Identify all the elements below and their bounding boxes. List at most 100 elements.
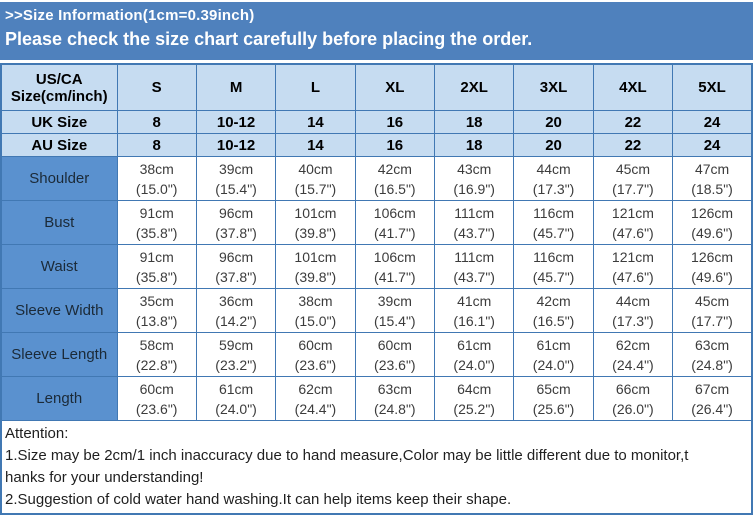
measure-cell: 66cm (26.0"): [592, 376, 674, 421]
au-size-value: 14: [275, 133, 356, 157]
au-size-value: 10-12: [195, 133, 277, 157]
size-header-cell: M: [195, 63, 277, 111]
attention-row: Attention: 1.Size may be 2cm/1 inch inac…: [0, 420, 753, 515]
length-row-label: Length: [0, 376, 118, 421]
size-chart-table: US/CA Size(cm/inch) S M L XL 2XL 3XL 4XL…: [0, 63, 753, 515]
measure-cell: 126cm (49.6"): [672, 200, 753, 245]
measure-cell: 111cm (43.7"): [433, 200, 515, 245]
attention-text: Attention: 1.Size may be 2cm/1 inch inac…: [2, 421, 751, 513]
measure-cell: 39cm (15.4"): [354, 288, 436, 333]
uk-size-label: UK Size: [0, 110, 118, 134]
measure-cell: 91cm (35.8"): [116, 244, 197, 289]
uk-size-value: 20: [513, 110, 594, 134]
size-info-title: >>Size Information(1cm=0.39inch): [5, 7, 255, 24]
au-size-value: 8: [116, 133, 197, 157]
au-size-value: 20: [513, 133, 594, 157]
measure-cell: 60cm (23.6"): [354, 332, 436, 377]
measure-cell: 64cm (25.2"): [433, 376, 515, 421]
corner-header-cell: US/CA Size(cm/inch): [0, 63, 118, 111]
measure-cell: 44cm (17.3"): [592, 288, 674, 333]
measure-cell: 42cm (16.5"): [354, 156, 436, 201]
shoulder-row-label: Shoulder: [0, 156, 118, 201]
measure-cell: 96cm (37.8"): [195, 200, 277, 245]
uk-size-value: 18: [433, 110, 515, 134]
measure-cell: 44cm (17.3"): [513, 156, 594, 201]
au-size-row: AU Size 8 10-12 14 16 18 20 22 24: [0, 133, 753, 157]
measure-cell: 116cm (45.7"): [513, 200, 594, 245]
measure-cell: 61cm (24.0"): [433, 332, 515, 377]
measure-cell: 59cm (23.2"): [195, 332, 277, 377]
measure-cell: 121cm (47.6"): [592, 200, 674, 245]
measure-cell: 121cm (47.6"): [592, 244, 674, 289]
uk-size-row: UK Size 8 10-12 14 16 18 20 22 24: [0, 110, 753, 134]
measure-cell: 101cm (39.8"): [275, 244, 356, 289]
attention-line: 2.Suggestion of cold water hand washing.…: [5, 491, 512, 508]
measure-cell: 39cm (15.4"): [195, 156, 277, 201]
size-header-cell: XL: [354, 63, 436, 111]
measure-cell: 43cm (16.9"): [433, 156, 515, 201]
bust-row: Bust 91cm (35.8") 96cm (37.8") 101cm (39.8"…: [0, 200, 753, 245]
size-header-cell: S: [116, 63, 197, 111]
measure-cell: 47cm (18.5"): [672, 156, 753, 201]
uk-size-value: 8: [116, 110, 197, 134]
measure-cell: 45cm (17.7"): [672, 288, 753, 333]
size-header-row: US/CA Size(cm/inch) S M L XL 2XL 3XL 4XL…: [0, 63, 753, 111]
length-row: Length 60cm (23.6") 61cm (24.0") 62cm (24.4…: [0, 376, 753, 421]
measure-cell: 36cm (14.2"): [195, 288, 277, 333]
measure-cell: 38cm (15.0"): [275, 288, 356, 333]
corner-header-line1: US/CA: [35, 70, 83, 88]
size-header-cell: 5XL: [672, 63, 753, 111]
size-header-cell: 3XL: [513, 63, 594, 111]
au-size-value: 22: [592, 133, 674, 157]
measure-cell: 67cm (26.4"): [672, 376, 753, 421]
uk-size-value: 16: [354, 110, 436, 134]
measure-cell: 62cm (24.4"): [275, 376, 356, 421]
measure-cell: 60cm (23.6"): [116, 376, 197, 421]
uk-size-value: 10-12: [195, 110, 277, 134]
sleeve-width-row-label: Sleeve Width: [0, 288, 118, 333]
measure-cell: 63cm (24.8"): [354, 376, 436, 421]
size-header-cell: 2XL: [433, 63, 515, 111]
measure-cell: 35cm (13.8"): [116, 288, 197, 333]
measure-cell: 45cm (17.7"): [592, 156, 674, 201]
measure-cell: 96cm (37.8"): [195, 244, 277, 289]
measure-cell: 40cm (15.7"): [275, 156, 356, 201]
measure-cell: 91cm (35.8"): [116, 200, 197, 245]
attention-line: 1.Size may be 2cm/1 inch inaccuracy due …: [5, 447, 689, 464]
measure-cell: 42cm (16.5"): [513, 288, 594, 333]
size-header-cell: 4XL: [592, 63, 674, 111]
measure-cell: 116cm (45.7"): [513, 244, 594, 289]
attention-cell: Attention: 1.Size may be 2cm/1 inch inac…: [0, 420, 753, 515]
measure-cell: 60cm (23.6"): [275, 332, 356, 377]
sleeve-width-row: Sleeve Width 35cm (13.8") 36cm (14.2") 38c…: [0, 288, 753, 333]
au-size-label: AU Size: [0, 133, 118, 157]
bust-row-label: Bust: [0, 200, 118, 245]
measure-cell: 61cm (24.0"): [195, 376, 277, 421]
uk-size-value: 22: [592, 110, 674, 134]
au-size-value: 18: [433, 133, 515, 157]
measure-cell: 63cm (24.8"): [672, 332, 753, 377]
shoulder-row: Shoulder 38cm (15.0") 39cm (15.4") 40cm (15…: [0, 156, 753, 201]
size-chart-banner: Please check the size chart carefully be…: [5, 29, 533, 49]
au-size-value: 24: [672, 133, 753, 157]
measure-cell: 58cm (22.8"): [116, 332, 197, 377]
measure-cell: 61cm (24.0"): [513, 332, 594, 377]
attention-title: Attention:: [5, 425, 69, 442]
measure-cell: 38cm (15.0"): [116, 156, 197, 201]
measure-cell: 111cm (43.7"): [433, 244, 515, 289]
uk-size-value: 14: [275, 110, 356, 134]
sleeve-length-row: Sleeve Length 58cm (22.8") 59cm (23.2") 60…: [0, 332, 753, 377]
corner-header-line2: Size(cm/inch): [10, 87, 108, 105]
measure-cell: 106cm (41.7"): [354, 200, 436, 245]
waist-row-label: Waist: [0, 244, 118, 289]
sleeve-length-row-label: Sleeve Length: [0, 332, 118, 377]
measure-cell: 106cm (41.7"): [354, 244, 436, 289]
attention-line: hanks for your understanding!: [5, 469, 204, 486]
waist-row: Waist 91cm (35.8") 96cm (37.8") 101cm (39.8…: [0, 244, 753, 289]
size-header-cell: L: [275, 63, 356, 111]
measure-cell: 62cm (24.4"): [592, 332, 674, 377]
measure-cell: 41cm (16.1"): [433, 288, 515, 333]
measure-cell: 126cm (49.6"): [672, 244, 753, 289]
blue-header-block: >>Size Information(1cm=0.39inch) Please …: [0, 2, 753, 60]
